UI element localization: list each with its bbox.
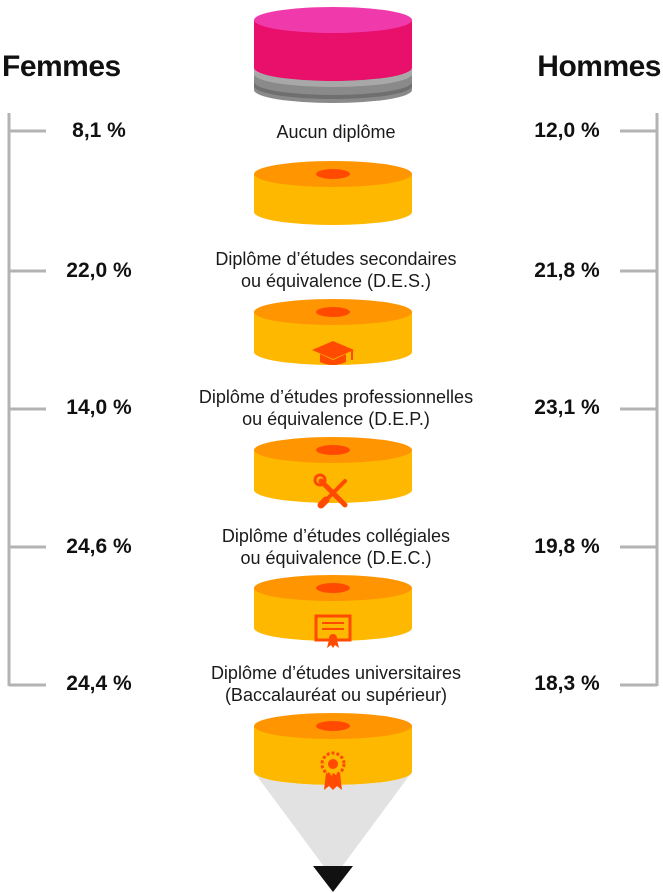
level-label-dec: Diplôme d’études collégiales ou équivale… (160, 525, 512, 569)
level-label-aucun: Aucun diplôme (160, 121, 512, 143)
award-medal-icon (320, 751, 346, 790)
hommes-value-universitaire: 18,3 % (534, 672, 600, 695)
wrench-screwdriver-icon (313, 473, 348, 509)
pencil-segment-2 (254, 299, 412, 365)
hommes-value-dec: 19,8 % (534, 535, 600, 558)
pencil-segment-5 (254, 713, 412, 785)
level-label-line2: ou équivalence (D.E.C.) (240, 548, 432, 568)
level-label-dep: Diplôme d’études professionnelles ou équ… (160, 386, 512, 430)
hommes-value-des: 21,8 % (534, 259, 600, 282)
pencil-segment-4 (254, 575, 412, 641)
hommes-value-dep: 23,1 % (534, 396, 600, 419)
level-label-line2: (Baccalauréat ou supérieur) (224, 685, 448, 705)
femmes-value-dec: 24,6 % (66, 535, 132, 558)
pencil-segment-3 (254, 437, 412, 503)
level-label-line1: Diplôme d’études professionnelles (198, 387, 474, 407)
level-label-universitaire: Diplôme d’études universitaires (Baccala… (160, 662, 512, 706)
hommes-value-aucun: 12,0 % (534, 119, 600, 142)
bracket-hommes (620, 113, 659, 687)
pencil-segment-1 (254, 161, 412, 225)
header-hommes: Hommes (537, 50, 661, 83)
femmes-value-aucun: 8,1 % (72, 119, 126, 142)
pencil-eraser (254, 7, 412, 103)
pencil-tip (254, 772, 412, 892)
femmes-value-dep: 14,0 % (66, 396, 132, 419)
bracket-femmes (7, 113, 46, 687)
femmes-value-universitaire: 24,4 % (66, 672, 132, 695)
level-label-line2: ou équivalence (D.E.S.) (240, 271, 432, 291)
level-label-line2: ou équivalence (D.E.P.) (242, 409, 430, 429)
femmes-value-des: 22,0 % (66, 259, 132, 282)
level-label-des: Diplôme d’études secondaires ou équivale… (160, 248, 512, 292)
graduation-cap-icon (312, 341, 354, 365)
level-label-line1: Diplôme d’études secondaires (215, 249, 457, 269)
header-femmes: Femmes (2, 50, 121, 83)
level-label-line1: Aucun diplôme (276, 122, 396, 142)
certificate-icon (314, 614, 352, 648)
level-label-line1: Diplôme d’études collégiales (221, 526, 451, 546)
level-label-line1: Diplôme d’études universitaires (210, 663, 462, 683)
